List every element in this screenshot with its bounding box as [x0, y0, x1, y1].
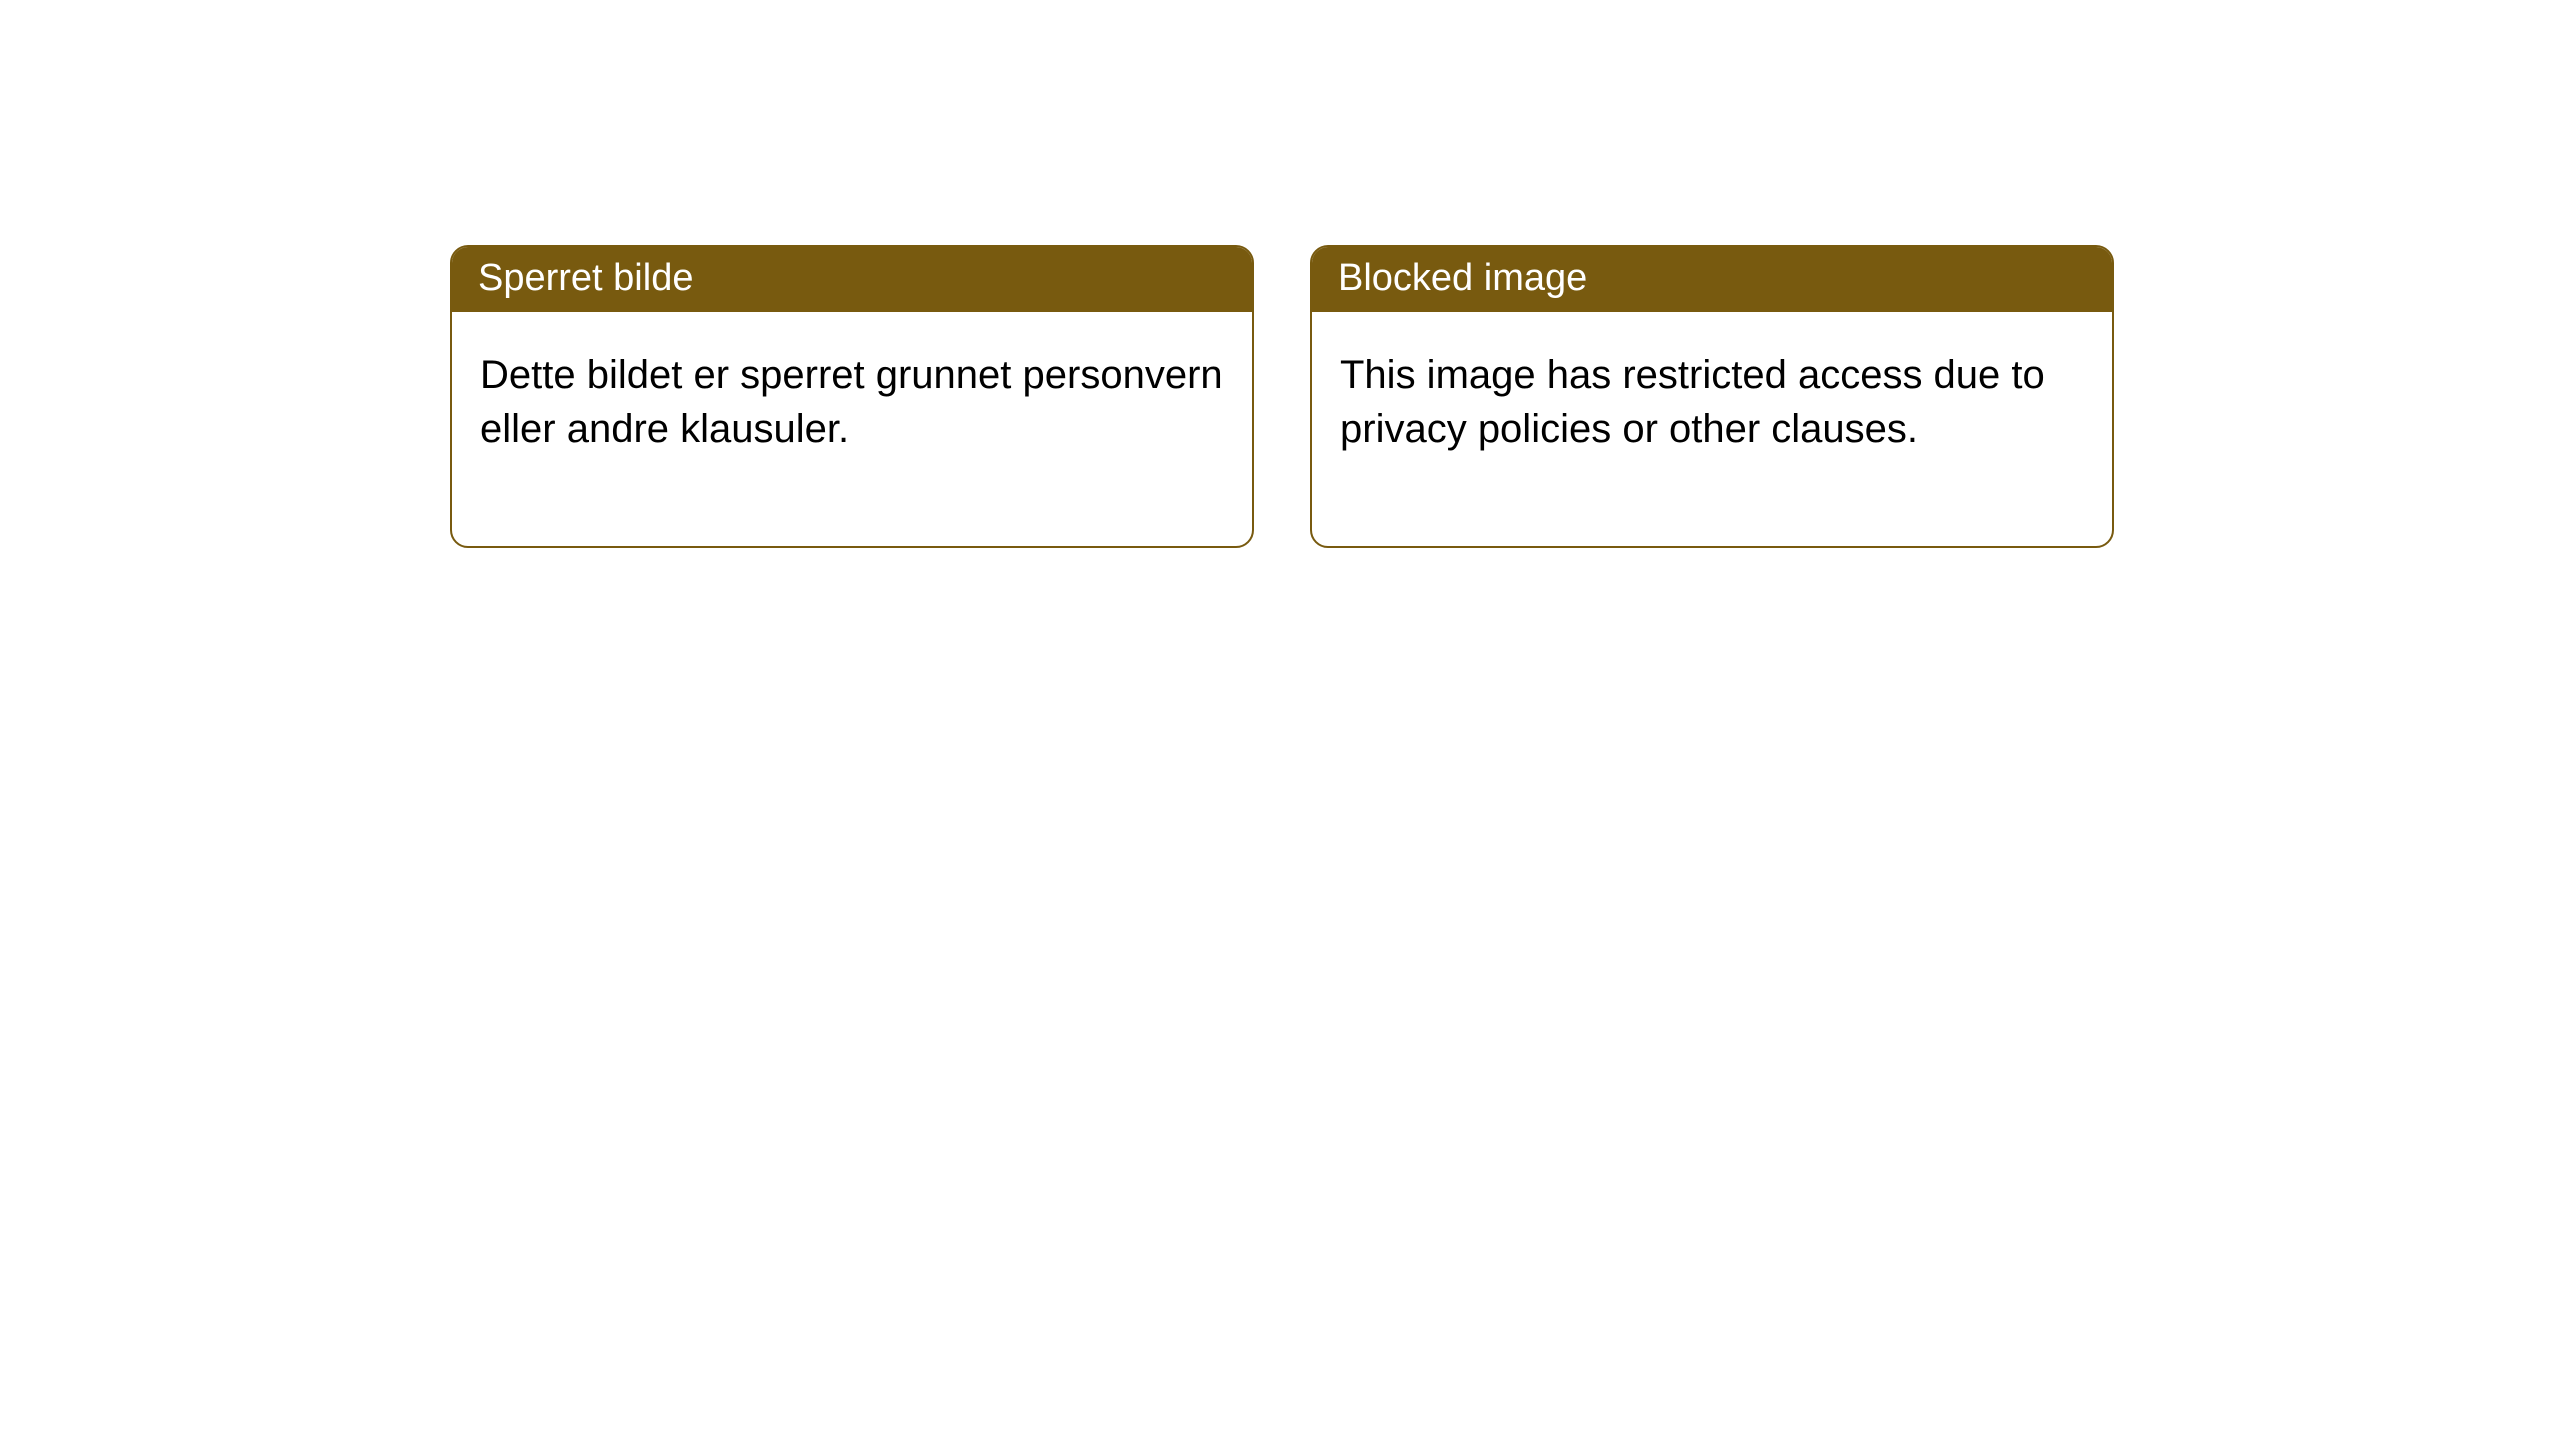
notice-card-norwegian: Sperret bilde Dette bildet er sperret gr…	[450, 245, 1254, 548]
notice-body: Dette bildet er sperret grunnet personve…	[452, 312, 1252, 546]
notice-title: Blocked image	[1312, 247, 2112, 312]
notice-body: This image has restricted access due to …	[1312, 312, 2112, 546]
notice-title: Sperret bilde	[452, 247, 1252, 312]
notice-card-english: Blocked image This image has restricted …	[1310, 245, 2114, 548]
notice-container: Sperret bilde Dette bildet er sperret gr…	[0, 0, 2560, 548]
